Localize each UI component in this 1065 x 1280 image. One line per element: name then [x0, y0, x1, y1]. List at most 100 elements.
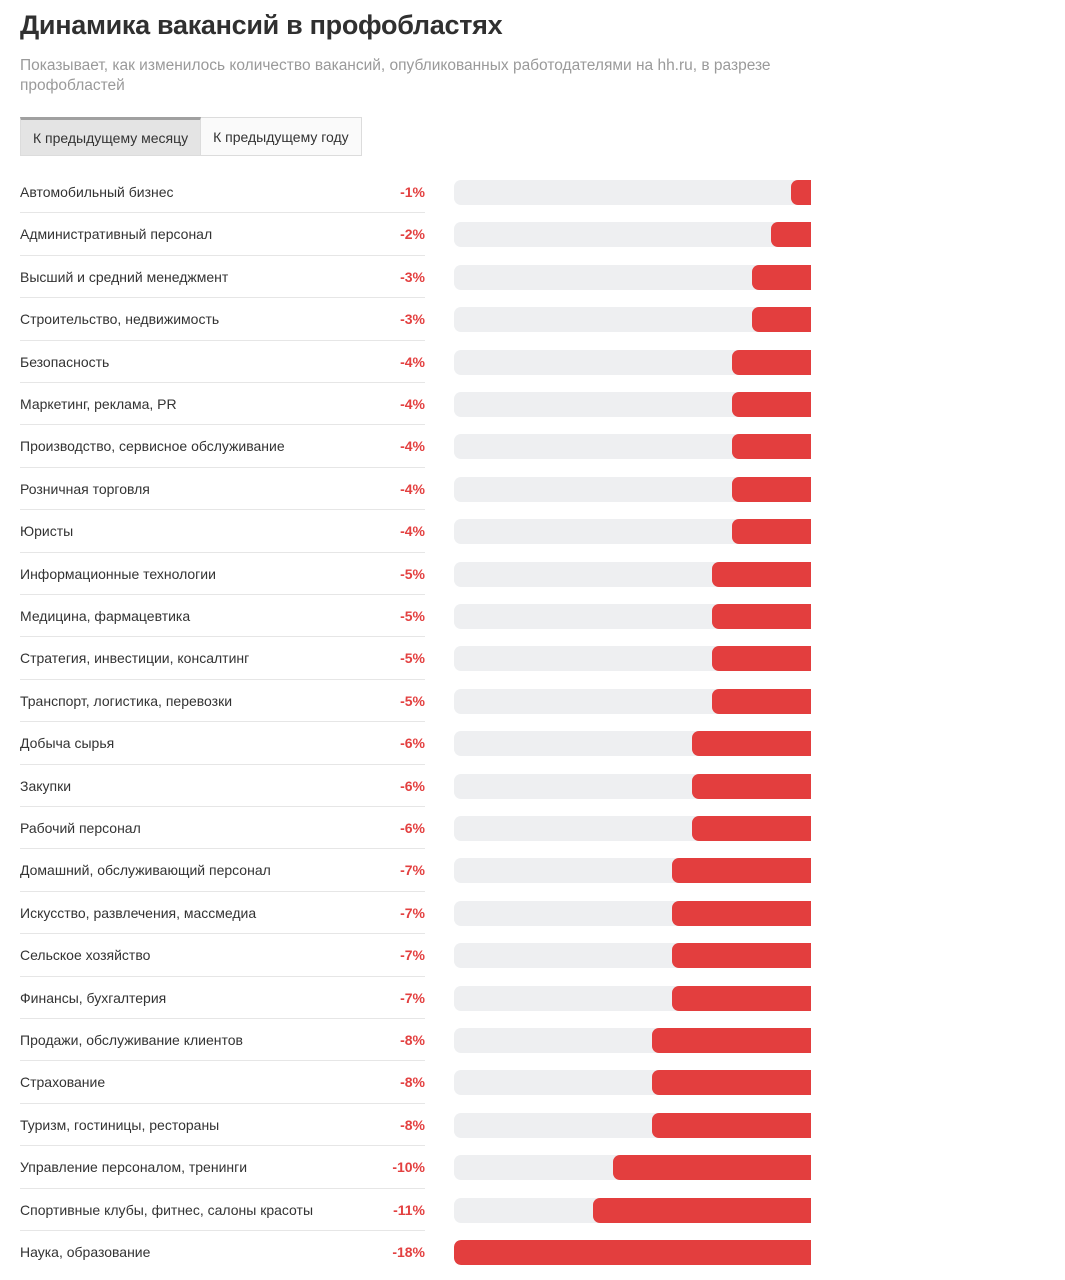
chart-row: Юристы -4% — [0, 510, 1065, 553]
chart-row: Стратегия, инвестиции, консалтинг -5% — [0, 637, 1065, 680]
bar-track — [454, 900, 811, 926]
row-divider — [20, 975, 425, 977]
bar-track — [454, 688, 811, 714]
bar — [692, 816, 811, 841]
bar-track — [454, 561, 811, 587]
tab-previous-month[interactable]: К предыдущему месяцу — [20, 117, 202, 156]
bar — [672, 900, 811, 926]
chart-row: Строительство, недвижимость -3% — [0, 298, 1065, 341]
value-label: -7% — [400, 989, 425, 1006]
bar-track — [454, 307, 811, 333]
bar — [751, 264, 811, 290]
category-label: Производство, сервисное обслуживание — [20, 438, 285, 455]
chart-row: Высший и средний менеджмент -3% — [0, 256, 1065, 299]
value-label: -5% — [400, 565, 425, 582]
bar-track — [454, 816, 811, 841]
bar-track — [454, 646, 811, 672]
bar — [731, 519, 811, 545]
category-label: Розничная торговля — [20, 480, 150, 497]
tab-previous-year[interactable]: К предыдущему году — [201, 117, 362, 156]
page-title: Динамика вакансий в профобластях — [20, 10, 503, 40]
category-label: Рабочий персонал — [20, 820, 141, 836]
bar — [711, 646, 811, 672]
bar-track — [454, 1028, 811, 1053]
value-label: -18% — [392, 1244, 425, 1260]
bar — [791, 180, 811, 205]
category-label: Юристы — [20, 523, 74, 540]
chart-row: Закупки -6% — [0, 765, 1065, 807]
value-label: -8% — [400, 1116, 425, 1133]
value-label: -5% — [400, 692, 425, 709]
row-divider — [20, 763, 425, 765]
chart-row: Домашний, обслуживающий персонал -7% — [0, 849, 1065, 892]
bar-track — [454, 264, 811, 290]
row-divider — [20, 848, 425, 850]
bar-track — [454, 985, 811, 1011]
category-label: Сельское хозяйство — [20, 947, 151, 964]
value-label: -6% — [400, 777, 425, 794]
bar-track — [454, 604, 811, 629]
chart-row: Розничная торговля -4% — [0, 468, 1065, 511]
chart-row: Наука, образование -18% — [0, 1231, 1065, 1273]
bar — [751, 307, 811, 333]
chart-row: Рабочий персонал -6% — [0, 807, 1065, 850]
value-label: -5% — [400, 650, 425, 667]
bar — [692, 731, 811, 757]
bar-track — [454, 222, 811, 248]
chart-row: Автомобильный бизнес -1% — [0, 171, 1065, 214]
row-divider — [20, 636, 425, 638]
row-divider — [20, 509, 425, 511]
row-divider — [20, 593, 425, 595]
value-label: -8% — [400, 1074, 425, 1091]
bar — [771, 222, 811, 248]
category-label: Транспорт, логистика, перевозки — [20, 692, 233, 709]
bar — [652, 1070, 811, 1096]
category-label: Добыча сырья — [20, 735, 115, 752]
bar-track — [454, 1240, 811, 1265]
value-label: -11% — [393, 1201, 425, 1218]
period-tabs: К предыдущему месяцу К предыдущему году — [20, 117, 362, 156]
row-divider — [20, 1145, 425, 1147]
page-subtitle: Показывает, как изменилось количество ва… — [20, 57, 771, 94]
bar — [592, 1197, 811, 1223]
category-label: Туризм, гостиницы, рестораны — [20, 1116, 220, 1133]
value-label: -4% — [400, 396, 425, 412]
row-divider — [20, 297, 425, 299]
value-label: -4% — [400, 353, 425, 370]
bar — [731, 349, 811, 375]
row-divider — [20, 805, 425, 807]
bar-track — [454, 434, 811, 460]
chart-row: Финансы, бухгалтерия -7% — [0, 977, 1065, 1019]
value-label: -6% — [400, 735, 425, 752]
category-label: Безопасность — [20, 353, 110, 370]
category-label: Маркетинг, реклама, PR — [20, 396, 177, 412]
chart-row: Сельское хозяйство -7% — [0, 934, 1065, 977]
bar-track — [454, 476, 811, 502]
bar-track — [454, 1155, 811, 1181]
row-divider — [20, 212, 425, 214]
row-divider — [20, 551, 425, 553]
category-label: Закупки — [20, 777, 72, 794]
value-label: -4% — [400, 523, 425, 540]
value-label: -2% — [400, 226, 425, 243]
value-label: -8% — [400, 1032, 425, 1048]
chart-row: Управление персоналом, тренинги -10% — [0, 1146, 1065, 1189]
bar-track — [454, 858, 811, 884]
chart-row: Искусство, развлечения, массмедиа -7% — [0, 892, 1065, 935]
category-label: Страхование — [20, 1074, 106, 1091]
row-divider — [20, 1060, 425, 1062]
value-label: -4% — [400, 438, 425, 455]
bar-track — [454, 731, 811, 757]
row-divider — [20, 1102, 425, 1104]
row-divider — [20, 933, 425, 935]
bar — [652, 1028, 811, 1053]
chart-row: Страхование -8% — [0, 1061, 1065, 1104]
row-divider — [20, 381, 425, 383]
row-divider — [20, 424, 425, 426]
bar-track — [454, 1197, 811, 1223]
bar — [711, 688, 811, 714]
bar-track — [454, 1070, 811, 1096]
value-label: -7% — [400, 904, 425, 921]
chart-row: Маркетинг, реклама, PR -4% — [0, 383, 1065, 426]
category-label: Стратегия, инвестиции, консалтинг — [20, 650, 250, 667]
